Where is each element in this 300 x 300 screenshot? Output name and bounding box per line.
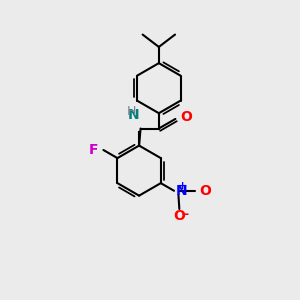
Text: F: F xyxy=(88,143,98,157)
Text: O: O xyxy=(173,208,185,223)
Text: +: + xyxy=(178,181,187,191)
Text: N: N xyxy=(128,108,139,122)
Text: H: H xyxy=(127,106,136,118)
Text: O: O xyxy=(181,110,193,124)
Text: -: - xyxy=(183,208,188,221)
Text: N: N xyxy=(176,184,187,198)
Text: O: O xyxy=(200,184,212,198)
